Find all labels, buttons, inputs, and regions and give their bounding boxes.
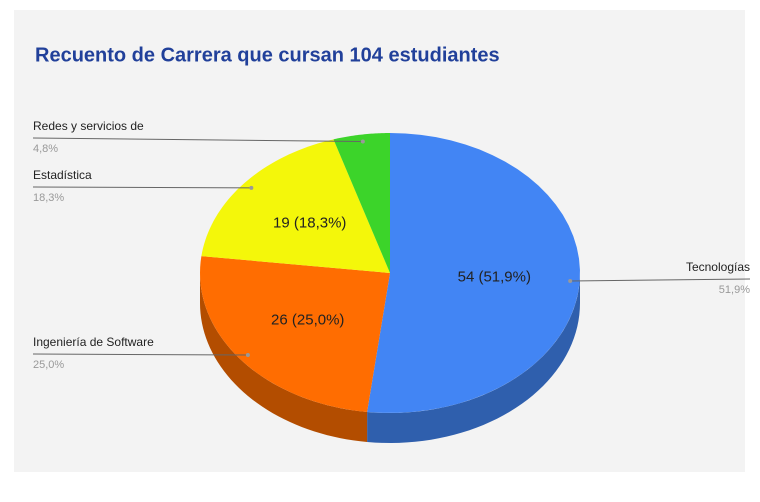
leader-dot — [360, 139, 365, 144]
percent-label: 4,8% — [33, 143, 58, 155]
value-label: 19 (18,3%) — [273, 215, 346, 232]
leader-line — [32, 186, 252, 189]
pie-side — [367, 273, 580, 443]
category-label: Ingeniería de Software — [33, 335, 154, 349]
leader-dot — [249, 185, 254, 190]
pie-slice — [367, 133, 580, 413]
value-label: 26 (25,0%) — [271, 311, 344, 328]
percent-label: 51,9% — [719, 284, 750, 296]
pie-slice — [201, 139, 390, 273]
leader-dot — [568, 279, 573, 284]
percent-label: 18,3% — [33, 192, 64, 204]
pie-slice — [200, 256, 390, 412]
category-label: Tecnologías — [686, 260, 750, 274]
pie-side — [200, 273, 368, 442]
leader-line — [570, 278, 751, 282]
pie-slice — [333, 133, 390, 273]
chart-title: Recuento de Carrera que cursan 104 estud… — [35, 44, 500, 66]
leader-line — [32, 137, 363, 143]
category-label: Redes y servicios de — [33, 119, 144, 133]
percent-label: 25,0% — [33, 359, 64, 371]
value-label: 54 (51,9%) — [458, 269, 531, 286]
leader-dot — [245, 353, 250, 358]
category-label: Estadística — [33, 168, 92, 182]
leader-line — [32, 353, 248, 356]
